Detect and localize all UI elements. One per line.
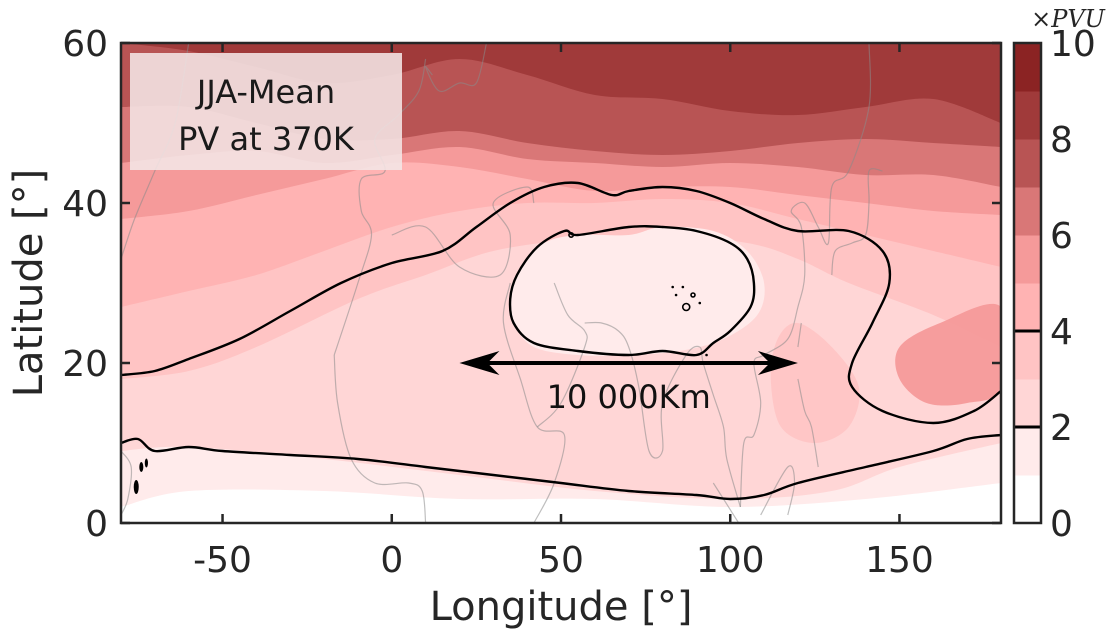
arrow-head-left [459, 351, 500, 375]
coastline-segment [536, 282, 588, 428]
y-tick-label: 20 [62, 344, 108, 385]
colorbar-segment-4-5 [1014, 283, 1041, 332]
contour-loop [681, 302, 691, 312]
y-axis-label: Latitude [°] [6, 169, 52, 398]
colorbar-tick-label: 4 [1050, 312, 1073, 353]
contour-dot [698, 301, 702, 305]
x-axis-label: Longitude [°] [430, 584, 693, 630]
colorbar-segment-1-2 [1014, 427, 1041, 476]
anticyclone-core-fill [509, 226, 765, 356]
y-tick-label: 40 [62, 184, 108, 225]
title-box: JJA-Mean PV at 370K [130, 53, 402, 170]
colorbar-segment-0-1 [1014, 475, 1041, 524]
coastline-segment [391, 186, 535, 278]
contour-loop [568, 232, 575, 239]
colorbar-unit-label: ×PVU [1031, 5, 1106, 33]
x-tick-label: 0 [380, 540, 403, 581]
colorbar-tick-label: 10 [1050, 24, 1096, 65]
small-contour-blobs [133, 232, 708, 494]
contour-loop [690, 292, 696, 298]
title-box-background [130, 53, 402, 170]
x-tick-label: 50 [538, 540, 584, 581]
colorbar-tick-label: 0 [1050, 504, 1073, 545]
y-axis-ticks: 0 20 40 60 [62, 24, 1001, 545]
contour-blob [139, 462, 144, 472]
colorbar-tick-label: 2 [1050, 408, 1073, 449]
coastline-segment [333, 354, 427, 523]
y-tick-label: 0 [85, 504, 108, 545]
coastline-segment [760, 465, 796, 516]
colorbar-segment-8-9 [1014, 91, 1041, 140]
distance-arrow-annotation [459, 351, 798, 375]
pv-pocket-east [770, 322, 860, 443]
title-box-line-1: JJA-Mean [195, 73, 335, 111]
x-tick-label: 150 [865, 540, 934, 581]
colorbar-segment-5-6 [1014, 235, 1041, 284]
pv-contour-lines [121, 181, 1001, 501]
coastline-segment [797, 322, 802, 348]
colorbar-segment-7-8 [1014, 139, 1041, 188]
distance-label: 10 000Km [547, 378, 711, 416]
title-box-line-2: PV at 370K [178, 120, 355, 158]
coastline-segment [831, 168, 883, 276]
pv-pocket-pacific [895, 303, 1001, 406]
x-tick-label: 100 [696, 540, 765, 581]
coastline-segment [424, 43, 488, 93]
contour-blob [144, 458, 148, 468]
coastline-segment [739, 43, 872, 508]
contour-dot [681, 285, 685, 289]
contour-dot [674, 293, 678, 297]
colorbar-tick-label: 8 [1050, 120, 1073, 161]
coastline-segment [333, 58, 427, 356]
colorbar-frame [1012, 41, 1043, 525]
colorbar: 0 2 4 6 8 10 [1012, 24, 1096, 545]
y-tick-label: 60 [62, 24, 108, 65]
coastline-segment [584, 321, 741, 508]
contour-line-inner-2pvu [508, 225, 756, 357]
colorbar-segment-9-10 [1014, 43, 1041, 92]
colorbar-segment-2-3 [1014, 379, 1041, 428]
coastlines [121, 43, 883, 523]
contour-dot [705, 353, 708, 357]
colorbar-segment-3-4 [1014, 331, 1041, 380]
arrow-head-right [757, 351, 798, 375]
coastline-segment [121, 450, 133, 516]
x-tick-label: -50 [193, 540, 252, 581]
x-axis-ticks: -50 0 50 100 150 [193, 43, 934, 581]
contour-dot [671, 285, 674, 289]
contour-line-outer-4pvu [121, 181, 1001, 425]
coastline-segment [797, 378, 819, 468]
colorbar-tick-label: 6 [1050, 216, 1073, 257]
contour-line-equatorial-2pvu [121, 433, 1001, 501]
colorbar-segment-6-7 [1014, 187, 1041, 236]
contour-blob [133, 480, 139, 494]
